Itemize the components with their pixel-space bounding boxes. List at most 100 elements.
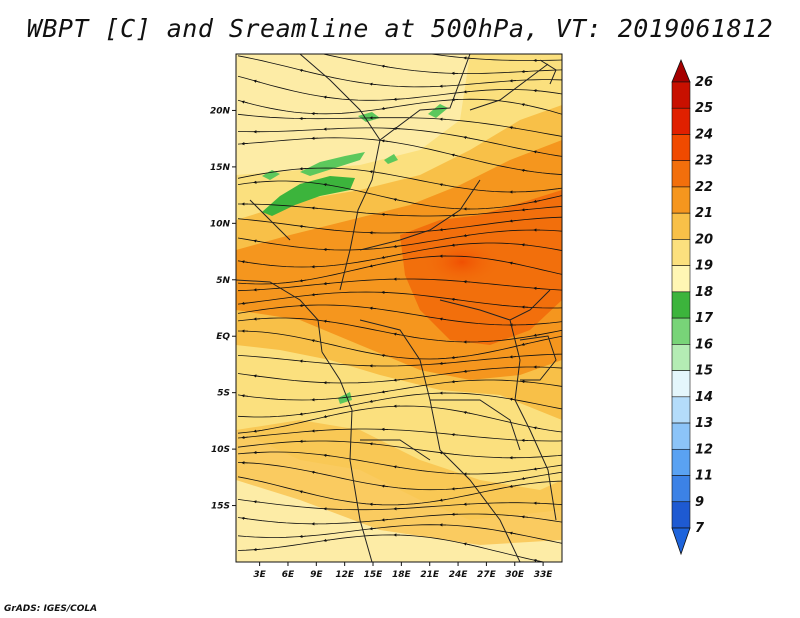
colorbar-segment — [671, 344, 691, 371]
streamline-arrow — [381, 518, 389, 522]
streamline-arrow — [323, 415, 331, 419]
streamline-arrow — [509, 261, 517, 265]
streamline-arrow — [521, 476, 529, 481]
streamline-arrow — [236, 476, 237, 477]
lon-tick-label: 9E — [310, 570, 323, 580]
colorbar-label: 22 — [695, 180, 713, 195]
streamline-arrow — [381, 390, 389, 394]
streamline-arrow — [381, 64, 389, 68]
streamline-arrow — [241, 394, 249, 398]
streamline — [237, 137, 562, 175]
streamline-arrow — [509, 355, 517, 359]
streamline-arrow — [236, 282, 237, 283]
colorbar-segment — [671, 370, 691, 398]
streamline — [237, 291, 562, 309]
streamline-arrow — [241, 301, 249, 305]
colorbar-label: 11 — [695, 469, 713, 484]
streamline — [237, 379, 562, 401]
streamline — [237, 451, 562, 475]
streamline-arrow — [369, 82, 377, 86]
streamline-arrow — [369, 306, 377, 310]
streamline-arrow — [463, 280, 471, 284]
streamline-arrow — [393, 465, 401, 469]
colorbar-segment — [671, 475, 691, 503]
colorbar-segment — [671, 107, 691, 135]
streamline-arrow — [451, 433, 459, 437]
streamline-arrow — [533, 467, 541, 471]
streamline — [237, 330, 562, 360]
colorbar-segment — [671, 134, 691, 162]
streamline-arrow — [323, 538, 331, 542]
streamline-arrow — [369, 442, 377, 446]
wbpt-23-hotspot — [422, 238, 502, 286]
colorbar-label: 25 — [695, 101, 713, 116]
lat-tick-label: 20N — [210, 106, 231, 116]
streamline-arrow — [236, 447, 237, 448]
streamline — [238, 203, 562, 217]
colorbar-label: 15 — [695, 364, 713, 379]
streamline-arrow — [393, 332, 401, 336]
streamline-arrow — [381, 139, 389, 143]
longitude-axis: 3E 6E 9E 12E 15E 18E 21E 24E 27E 30E 33E — [253, 562, 553, 580]
streamline-arrow — [253, 239, 261, 243]
lon-tick-label: 6E — [282, 570, 295, 580]
streamline — [237, 127, 562, 157]
colorbar-segment — [671, 448, 691, 476]
streamline-arrow — [451, 380, 459, 384]
colorbar-segment — [671, 212, 691, 240]
lon-tick-label: 21E — [420, 570, 440, 580]
colorbar-label: 12 — [695, 442, 713, 457]
streamline — [237, 317, 562, 343]
streamline-arrow — [323, 319, 331, 323]
streamline-arrow — [369, 264, 377, 268]
streamline-arrow — [323, 453, 331, 457]
streamline-arrow — [381, 255, 389, 259]
streamlines — [236, 36, 562, 562]
colorbar-label: 23 — [695, 154, 713, 169]
streamline-arrow — [463, 542, 471, 546]
streamline — [321, 54, 562, 74]
streamline-arrow — [236, 55, 237, 56]
colorbar-segment — [671, 239, 691, 266]
streamline-arrow — [451, 297, 459, 301]
streamline — [237, 513, 562, 525]
streamline-arrow — [253, 374, 261, 378]
colorbar-label: 7 — [695, 521, 705, 536]
streamline-arrow — [521, 168, 529, 173]
streamline-arrow — [393, 198, 401, 202]
streamline — [428, 54, 562, 61]
streamline-arrow — [533, 199, 541, 203]
streamline-arrow — [236, 178, 237, 180]
streamline-arrow — [439, 317, 447, 321]
streamline-arrow — [521, 342, 529, 346]
colorbar-label: 18 — [695, 285, 713, 300]
lat-tick-label: 10S — [211, 445, 230, 455]
streamline-arrow — [241, 260, 249, 264]
lon-tick-label: 3E — [253, 570, 266, 580]
streamline-arrow — [236, 313, 237, 315]
colorbar-segment — [671, 160, 691, 188]
colorbar-segment — [671, 396, 691, 424]
map-panel — [236, 36, 562, 562]
streamline-arrow — [324, 36, 330, 37]
colorbar-segment — [671, 291, 691, 319]
streamline-arrow — [509, 219, 517, 223]
streamline-arrow — [253, 429, 261, 433]
streamline-arrow — [439, 498, 447, 502]
streamline-arrow — [509, 531, 517, 535]
streamline-arrow — [393, 378, 401, 382]
lon-tick-label: 18E — [392, 570, 412, 580]
streamline-arrow — [311, 339, 319, 343]
streamline-arrow — [533, 333, 541, 337]
streamline-arrow — [439, 183, 447, 187]
streamline-arrow — [521, 208, 529, 212]
streamline-arrow — [521, 103, 529, 107]
streamline-arrow — [451, 153, 459, 157]
streamline-arrow — [369, 170, 377, 174]
streamline-arrow — [521, 243, 529, 247]
colorbar-label: 16 — [695, 337, 713, 352]
colorbar-segment — [671, 265, 691, 293]
streamline — [237, 229, 562, 251]
streamline-arrow — [242, 41, 248, 42]
colorbar-bottom-arrow — [671, 527, 691, 556]
